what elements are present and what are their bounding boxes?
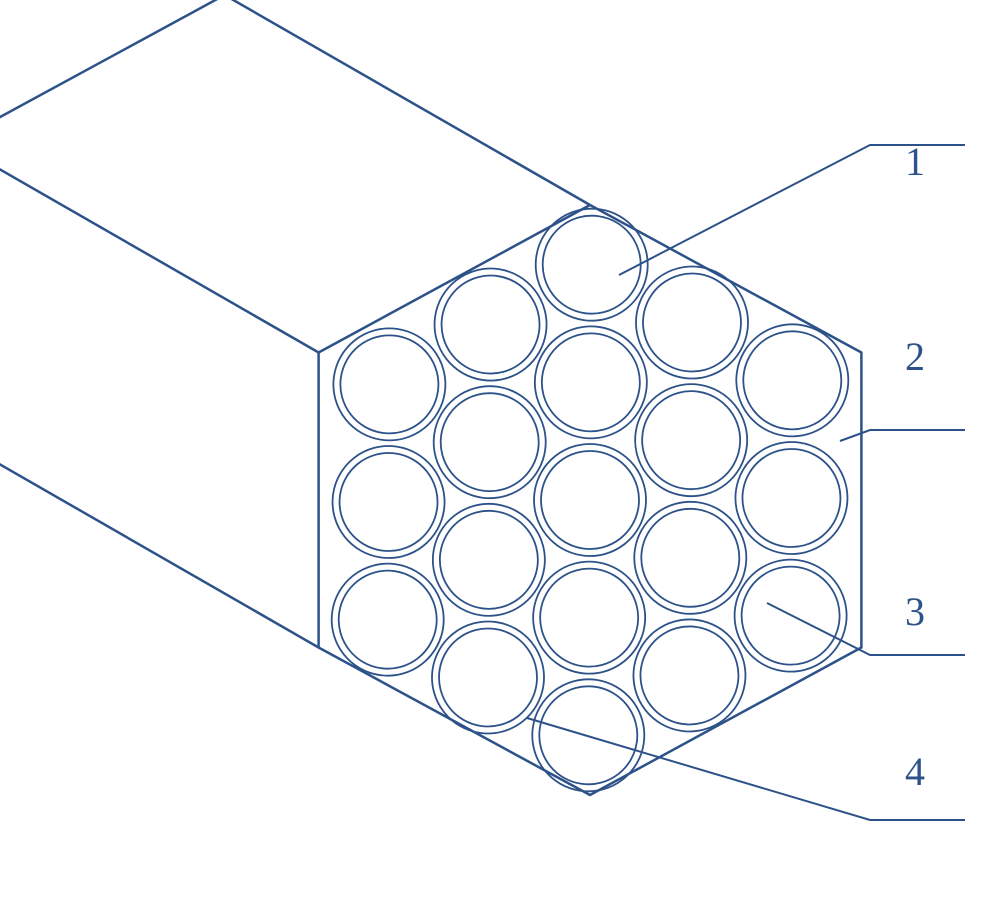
leader-lines <box>527 145 965 820</box>
diagram-container: 1 2 3 4 <box>0 0 1000 909</box>
hexagonal-prism-diagram: 1 2 3 4 <box>0 0 1000 909</box>
prism-front-face <box>319 205 862 795</box>
label-2: 2 <box>905 334 925 379</box>
prism-back-edges <box>0 0 590 648</box>
label-3: 3 <box>905 589 925 634</box>
circle-grid <box>311 188 869 812</box>
labels: 1 2 3 4 <box>905 139 925 794</box>
label-4: 4 <box>905 749 925 794</box>
label-1: 1 <box>905 139 925 184</box>
